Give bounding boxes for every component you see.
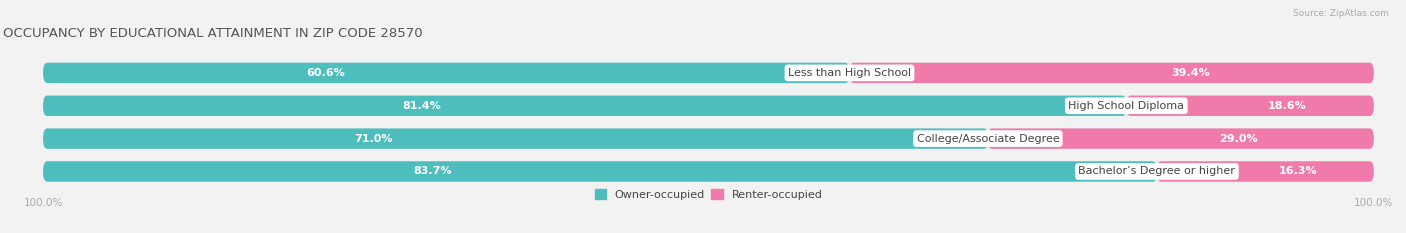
Text: 60.6%: 60.6% <box>307 68 344 78</box>
FancyBboxPatch shape <box>44 161 1157 182</box>
FancyBboxPatch shape <box>849 63 1374 83</box>
FancyBboxPatch shape <box>44 96 1126 116</box>
Text: 81.4%: 81.4% <box>404 101 441 111</box>
Text: Less than High School: Less than High School <box>787 68 911 78</box>
FancyBboxPatch shape <box>44 63 849 83</box>
FancyBboxPatch shape <box>988 128 1374 149</box>
Text: 18.6%: 18.6% <box>1268 101 1306 111</box>
FancyBboxPatch shape <box>1157 161 1374 182</box>
FancyBboxPatch shape <box>44 128 1374 149</box>
Text: OCCUPANCY BY EDUCATIONAL ATTAINMENT IN ZIP CODE 28570: OCCUPANCY BY EDUCATIONAL ATTAINMENT IN Z… <box>3 27 422 40</box>
Text: 71.0%: 71.0% <box>354 134 394 144</box>
Text: 29.0%: 29.0% <box>1219 134 1258 144</box>
FancyBboxPatch shape <box>44 96 1374 116</box>
FancyBboxPatch shape <box>44 128 988 149</box>
Legend: Owner-occupied, Renter-occupied: Owner-occupied, Renter-occupied <box>591 185 827 204</box>
Text: Bachelor’s Degree or higher: Bachelor’s Degree or higher <box>1078 166 1236 176</box>
FancyBboxPatch shape <box>44 63 1374 83</box>
Text: Source: ZipAtlas.com: Source: ZipAtlas.com <box>1294 9 1389 18</box>
Text: 39.4%: 39.4% <box>1171 68 1209 78</box>
Text: College/Associate Degree: College/Associate Degree <box>917 134 1059 144</box>
Text: High School Diploma: High School Diploma <box>1069 101 1184 111</box>
FancyBboxPatch shape <box>1126 96 1374 116</box>
Text: 16.3%: 16.3% <box>1278 166 1317 176</box>
Text: 83.7%: 83.7% <box>413 166 453 176</box>
FancyBboxPatch shape <box>44 161 1374 182</box>
